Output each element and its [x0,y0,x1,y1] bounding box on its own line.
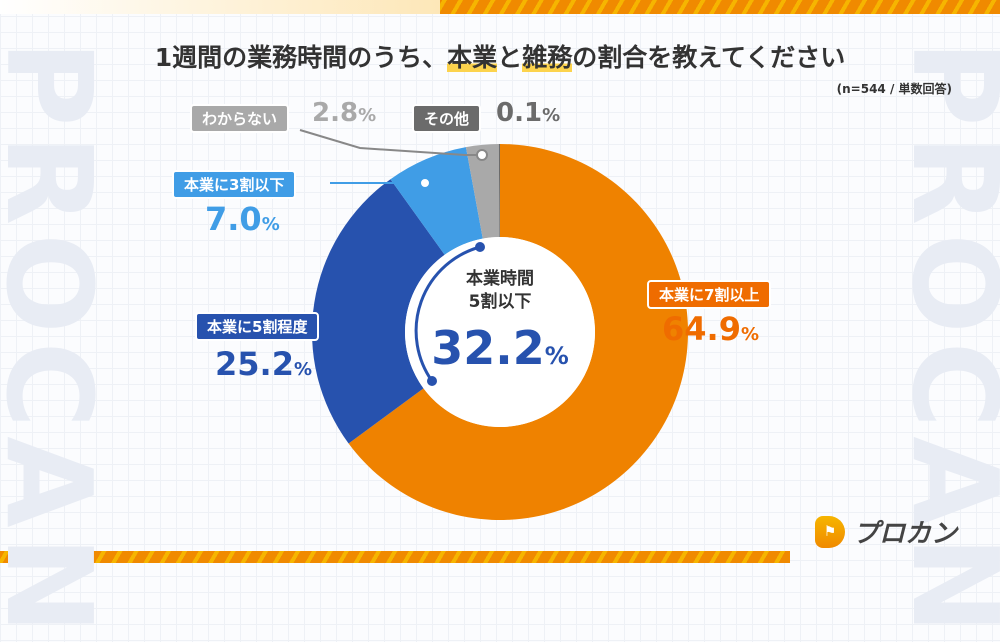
label-tag-7wari: 本業に7割以上 [647,280,772,309]
label-tag-other: その他 [412,104,482,133]
center-arc-dot [427,376,437,386]
center-arc [414,245,481,382]
watermark-right: PROCAN [886,40,1000,642]
label-tag-unknown: わからない [190,104,290,133]
page-title: 1週間の業務時間のうち、本業と雑務の割合を教えてください [0,38,1000,74]
value-unknown: 2.8% [312,98,377,128]
top-stripe-band [440,0,1000,14]
leader-line-unknown [299,129,482,156]
leader-dot-3wari [419,177,431,189]
donut-slice-2 [390,147,483,255]
value-7wari: 64.9% [662,310,759,348]
value-other: 0.1% [496,98,561,128]
brand-logo: ⚑ プロカン [815,513,957,550]
center-value: 32.2% [431,321,569,375]
center-line2: 5割以下 [468,292,532,312]
value-5wari: 25.2% [215,345,312,383]
top-band-fade [0,0,440,14]
bottom-stripe-band [0,551,790,563]
donut-slice-4 [498,144,500,238]
sample-note: (n=544 / 単数回答) [836,82,952,96]
center-summary: 本業時間 5割以下 32.2% [420,268,580,384]
center-arc-dot [475,242,485,252]
donut-slice-0 [348,144,688,520]
title-highlight: 本業 [447,43,498,72]
brand-name: プロカン [853,519,958,549]
label-tag-3wari: 本業に3割以下 [172,170,297,199]
watermark-left: PROCAN [0,40,118,642]
title-part: と [497,43,523,72]
leader-dot-unknown [476,149,488,161]
donut-slice-1 [311,179,445,444]
title-highlight: 雑務 [522,43,573,72]
value-3wari: 7.0% [205,200,280,238]
title-part: の割合を教えてください [572,43,846,72]
donut-hole [405,237,595,427]
title-part: 1週間の業務時間のうち、 [154,43,448,72]
center-line1: 本業時間 [466,269,534,289]
checkered-flag-icon: ⚑ [815,515,845,548]
label-tag-5wari: 本業に5割程度 [195,312,320,341]
donut-chart [299,129,688,520]
donut-slice-3 [465,144,500,239]
